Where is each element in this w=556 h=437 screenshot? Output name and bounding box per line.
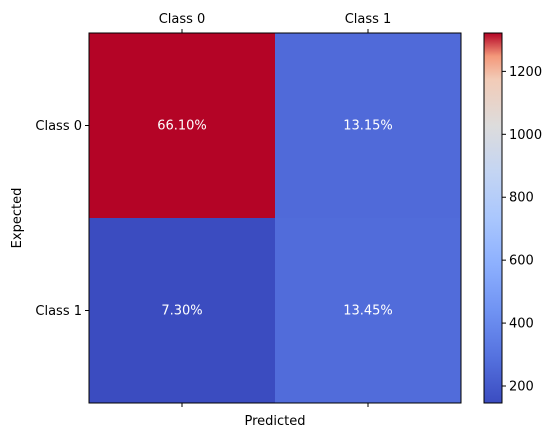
heatmap-cell <box>89 218 276 404</box>
matrix-axes: Class 0 Class 1 Class 0 Class 1 <box>35 12 391 407</box>
colorbar-ticks: 200 400 600 800 1000 1200 <box>502 65 542 395</box>
heatmap-cells <box>89 33 462 404</box>
heatmap-cell <box>275 218 462 404</box>
colorbar-tick-label: 1000 <box>509 128 542 143</box>
y-tick-label: Class 0 <box>35 119 82 134</box>
cell-label: 7.30% <box>161 304 202 319</box>
colorbar <box>484 33 502 403</box>
plot-frame <box>88 32 462 404</box>
cell-label: 13.15% <box>343 119 393 134</box>
y-axis-label: Expected <box>10 188 25 249</box>
colorbar-frame <box>483 32 503 404</box>
colorbar-tick-label: 600 <box>509 254 534 269</box>
cell-label: 13.45% <box>343 304 393 319</box>
colorbar-tick-label: 800 <box>509 191 534 206</box>
colorbar-tick-label: 1200 <box>509 65 542 80</box>
x-tick-label: Class 0 <box>159 12 206 27</box>
heatmap-cell <box>275 33 462 219</box>
x-axis-label: Predicted <box>244 414 305 429</box>
x-tick-label: Class 1 <box>345 12 392 27</box>
cell-value-labels: 66.10% 13.15% 7.30% 13.45% <box>157 119 393 319</box>
heatmap-cell <box>89 33 276 219</box>
colorbar-tick-label: 200 <box>509 380 534 395</box>
cell-label: 66.10% <box>157 119 207 134</box>
y-tick-label: Class 1 <box>35 304 82 319</box>
colorbar-tick-label: 400 <box>509 317 534 332</box>
